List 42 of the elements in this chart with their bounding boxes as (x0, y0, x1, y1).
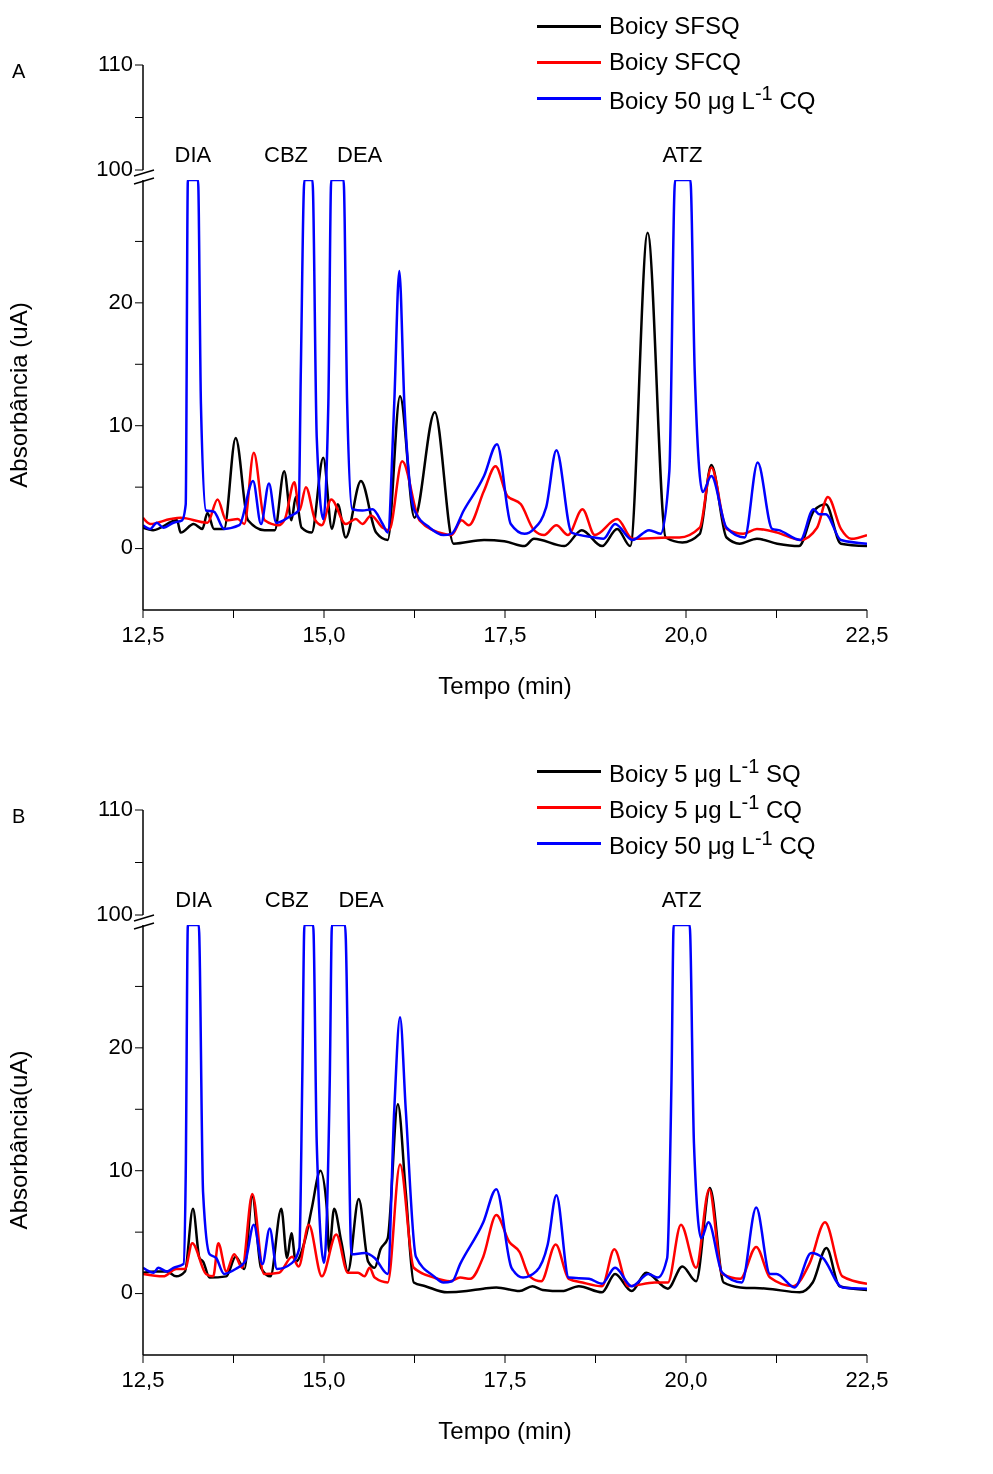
annotation: DIA (174, 141, 212, 167)
x-tick-label: 12,5 (121, 1366, 165, 1392)
y-tick-label: 20 (108, 288, 133, 314)
y-tick-label: 100 (96, 155, 133, 181)
y-axis-title: Absorbância (uA) (4, 302, 32, 488)
annotation: ATZ (662, 141, 703, 167)
text: A (12, 60, 26, 83)
y-tick-label: 10 (108, 411, 133, 437)
x-tick-label: 12,5 (121, 621, 165, 647)
x-tick-label: 17,5 (483, 621, 527, 647)
annotation: DIA (175, 886, 213, 912)
x-tick-label: 17,5 (483, 1366, 527, 1392)
annotation: DEA (337, 141, 383, 167)
y-tick-label: 0 (120, 534, 133, 560)
annotation: CBZ (264, 886, 309, 912)
x-tick-label: 20,0 (664, 621, 708, 647)
y-axis-title: Absorbância(uA) (4, 1050, 32, 1230)
x-tick-label: 15,0 (302, 1366, 346, 1392)
legend-label: Boicy 5 μg L$^{-1}$ CQ (609, 790, 803, 824)
y-tick-label: 100 (96, 900, 133, 926)
annotation: DEA (338, 886, 385, 912)
y-tick-label: 110 (97, 795, 133, 821)
annotation: CBZ (264, 141, 309, 167)
x-axis-title: Tempo (min) (438, 1417, 572, 1444)
y-tick-label: 110 (97, 50, 133, 76)
x-tick-label: 22,5 (845, 621, 889, 647)
x-tick-label: 22,5 (845, 1366, 889, 1392)
x-tick-label: 20,0 (664, 1366, 708, 1392)
line-series (143, 1163, 867, 1288)
text: B (12, 805, 26, 828)
legend-label: Boicy SFSQ (609, 12, 740, 40)
y-tick-label: 20 (108, 1033, 133, 1059)
x-axis-title: Tempo (min) (438, 672, 572, 699)
annotation: ATZ (661, 886, 702, 912)
legend-label: Boicy 5 μg L$^{-1}$ SQ (609, 754, 801, 788)
x-tick-label: 15,0 (302, 621, 346, 647)
legend-label: Boicy 50 μg L$^{-1}$ CQ (609, 826, 816, 860)
legend-label: Boicy SFCQ (609, 48, 742, 76)
line-series (143, 925, 867, 1290)
legend-label: Boicy 50 μg L$^{-1}$ CQ (609, 81, 816, 115)
y-tick-label: 0 (120, 1279, 133, 1305)
y-tick-label: 10 (108, 1156, 133, 1182)
